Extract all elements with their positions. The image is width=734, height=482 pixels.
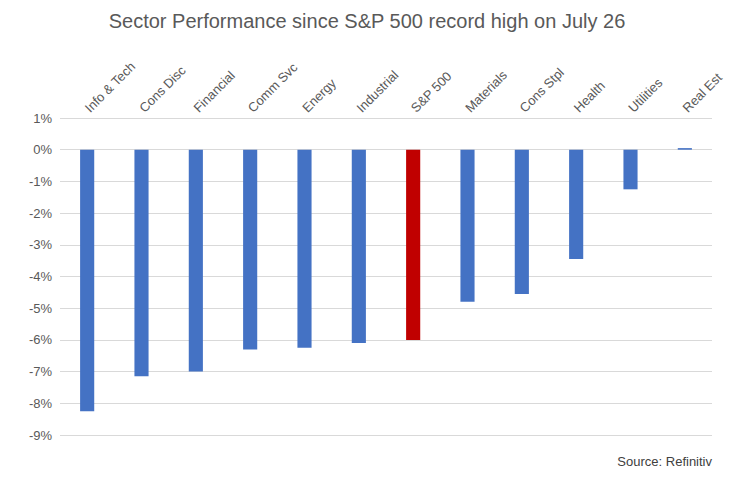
svg-text:Cons Disc: Cons Disc bbox=[136, 63, 189, 116]
svg-text:S&P 500: S&P 500 bbox=[408, 69, 455, 116]
svg-text:-7%: -7% bbox=[29, 364, 53, 379]
svg-text:-4%: -4% bbox=[29, 269, 53, 284]
svg-text:Financial: Financial bbox=[191, 68, 238, 115]
svg-text:Comm Svc: Comm Svc bbox=[245, 59, 301, 115]
svg-text:Source: Refinitiv: Source: Refinitiv bbox=[617, 454, 712, 469]
svg-text:-9%: -9% bbox=[29, 428, 53, 443]
svg-text:-8%: -8% bbox=[29, 396, 53, 411]
svg-text:1%: 1% bbox=[33, 111, 52, 126]
svg-text:Materials: Materials bbox=[462, 67, 510, 115]
svg-text:Real Est: Real Est bbox=[680, 70, 726, 116]
svg-text:-3%: -3% bbox=[29, 237, 53, 252]
svg-text:Energy: Energy bbox=[299, 75, 339, 115]
svg-text:-5%: -5% bbox=[29, 301, 53, 316]
svg-text:Sector Performance since S&P 5: Sector Performance since S&P 500 record … bbox=[109, 10, 626, 32]
svg-text:0%: 0% bbox=[33, 142, 52, 157]
svg-text:Industrial: Industrial bbox=[354, 67, 402, 115]
svg-text:Info & Tech: Info & Tech bbox=[82, 59, 138, 115]
svg-text:Cons Stpl: Cons Stpl bbox=[517, 65, 567, 115]
svg-text:Utilities: Utilities bbox=[625, 75, 666, 116]
svg-text:-6%: -6% bbox=[29, 332, 53, 347]
svg-text:Health: Health bbox=[571, 78, 608, 115]
svg-text:-1%: -1% bbox=[29, 174, 53, 189]
svg-text:-2%: -2% bbox=[29, 206, 53, 221]
